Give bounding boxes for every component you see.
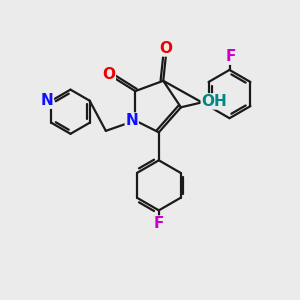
Text: N: N xyxy=(40,93,53,108)
Text: OH: OH xyxy=(201,94,227,109)
Text: O: O xyxy=(160,41,173,56)
Text: O: O xyxy=(102,68,115,82)
Text: F: F xyxy=(226,49,236,64)
Text: N: N xyxy=(125,113,138,128)
Text: F: F xyxy=(154,216,164,231)
